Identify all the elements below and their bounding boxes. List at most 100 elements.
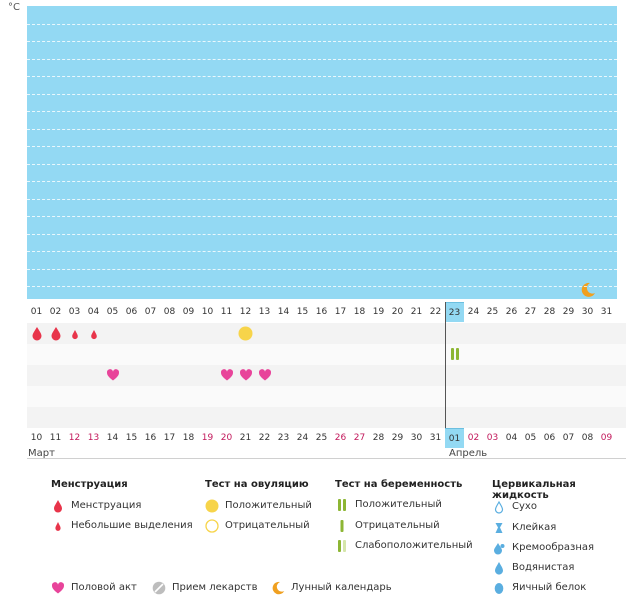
legend-fluid-sticky-label: Клейкая <box>512 522 557 533</box>
menstruation-track[interactable] <box>27 323 626 344</box>
calendar-date[interactable]: 12 <box>68 433 81 443</box>
calendar-date[interactable]: 28 <box>372 433 385 443</box>
cycle-day[interactable]: 05 <box>106 307 119 317</box>
pregnancy-positive-icon[interactable] <box>448 347 462 361</box>
cycle-day[interactable]: 12 <box>239 307 252 317</box>
cycle-day[interactable]: 31 <box>600 307 613 317</box>
legend-cervical-title: Цервикальная жидкость <box>492 479 576 501</box>
calendar-date[interactable]: 29 <box>391 433 404 443</box>
cycle-day[interactable]: 02 <box>49 307 62 317</box>
calendar-date[interactable]: 14 <box>106 433 119 443</box>
calendar-date[interactable]: 06 <box>543 433 556 443</box>
cycle-day[interactable]: 01 <box>30 307 43 317</box>
month-label-april: Апрель <box>449 448 488 459</box>
cycle-day[interactable]: 27 <box>524 307 537 317</box>
calendar-date-row: 10 11 12 13 14 15 16 17 18 19 20 21 22 23 24 25 26 27 28 29… <box>27 428 617 448</box>
legend-ovulation-positive-label: Положительный <box>225 500 312 511</box>
grid-line <box>27 163 617 165</box>
today-line <box>445 302 446 448</box>
cycle-day[interactable]: 19 <box>372 307 385 317</box>
light-bleeding-drop-icon[interactable] <box>87 326 101 341</box>
intercourse-heart-icon[interactable] <box>258 368 272 382</box>
cycle-day[interactable]: 29 <box>562 307 575 317</box>
cycle-day[interactable]: 10 <box>201 307 214 317</box>
calendar-date[interactable]: 09 <box>600 433 613 443</box>
calendar-date[interactable]: 11 <box>49 433 62 443</box>
calendar-date[interactable]: 21 <box>239 433 252 443</box>
cycle-day[interactable]: 18 <box>353 307 366 317</box>
calendar-date[interactable]: 30 <box>410 433 423 443</box>
pill-icon <box>152 581 166 595</box>
intercourse-track[interactable] <box>27 365 626 386</box>
current-date[interactable]: 01 <box>445 428 464 448</box>
cycle-day[interactable]: 06 <box>125 307 138 317</box>
cycle-day[interactable]: 26 <box>505 307 518 317</box>
intercourse-heart-icon[interactable] <box>106 368 120 382</box>
medication-track[interactable] <box>27 386 626 407</box>
cycle-day[interactable]: 30 <box>581 307 594 317</box>
calendar-date[interactable]: 22 <box>258 433 271 443</box>
calendar-date[interactable]: 17 <box>163 433 176 443</box>
grid-line <box>27 198 617 200</box>
legend-pregnancy-weak-label: Слабоположительный <box>355 540 473 551</box>
grid-line <box>27 146 617 147</box>
creamy-drop-icon <box>494 543 505 555</box>
cycle-day[interactable]: 20 <box>391 307 404 317</box>
egg-white-icon <box>494 583 504 594</box>
cycle-day[interactable]: 15 <box>296 307 309 317</box>
calendar-date[interactable]: 19 <box>201 433 214 443</box>
cycle-day[interactable]: 09 <box>182 307 195 317</box>
legend-intercourse-label: Половой акт <box>71 582 137 593</box>
calendar-date[interactable]: 10 <box>30 433 43 443</box>
calendar-date[interactable]: 04 <box>505 433 518 443</box>
cycle-day[interactable]: 21 <box>410 307 423 317</box>
legend-pregnancy-title: Тест на беременность <box>335 479 463 490</box>
calendar-date[interactable]: 24 <box>296 433 309 443</box>
menstruation-drop-icon[interactable] <box>49 326 63 341</box>
current-cycle-day[interactable]: 23 <box>445 302 464 322</box>
cycle-day[interactable]: 08 <box>163 307 176 317</box>
calendar-date[interactable]: 20 <box>220 433 233 443</box>
ovulation-positive-icon[interactable] <box>238 326 253 341</box>
cycle-day[interactable]: 13 <box>258 307 271 317</box>
calendar-date[interactable]: 25 <box>315 433 328 443</box>
cycle-day[interactable]: 03 <box>68 307 81 317</box>
calendar-date[interactable]: 16 <box>144 433 157 443</box>
cycle-day[interactable]: 17 <box>334 307 347 317</box>
calendar-date[interactable]: 13 <box>87 433 100 443</box>
menstruation-drop-icon[interactable] <box>30 326 44 341</box>
calendar-date[interactable]: 03 <box>486 433 499 443</box>
legend-medication-label: Прием лекарств <box>172 582 258 593</box>
cervical-fluid-track[interactable] <box>27 407 626 428</box>
grid-line <box>27 58 617 60</box>
calendar-date[interactable]: 07 <box>562 433 575 443</box>
calendar-date[interactable]: 08 <box>581 433 594 443</box>
pregnancy-test-track[interactable] <box>27 344 626 365</box>
cycle-day[interactable]: 22 <box>429 307 442 317</box>
calendar-date[interactable]: 05 <box>524 433 537 443</box>
calendar-date[interactable]: 15 <box>125 433 138 443</box>
cycle-day[interactable]: 04 <box>87 307 100 317</box>
intercourse-heart-icon[interactable] <box>239 368 253 382</box>
double-bar-icon <box>338 499 346 511</box>
calendar-date[interactable]: 27 <box>353 433 366 443</box>
calendar-date[interactable]: 02 <box>467 433 480 443</box>
temperature-chart[interactable] <box>27 6 617 299</box>
cycle-day[interactable]: 28 <box>543 307 556 317</box>
light-bleeding-drop-icon[interactable] <box>68 326 82 341</box>
cycle-day[interactable]: 16 <box>315 307 328 317</box>
calendar-date[interactable]: 18 <box>182 433 195 443</box>
cycle-day[interactable]: 14 <box>277 307 290 317</box>
legend-fluid-eggwhite-label: Яичный белок <box>512 582 587 593</box>
cycle-day[interactable]: 25 <box>486 307 499 317</box>
cycle-day[interactable]: 11 <box>220 307 233 317</box>
small-drop-icon <box>55 522 61 531</box>
calendar-date[interactable]: 31 <box>429 433 442 443</box>
cycle-day[interactable]: 24 <box>467 307 480 317</box>
grid-line <box>27 216 617 217</box>
cycle-day[interactable]: 07 <box>144 307 157 317</box>
calendar-date[interactable]: 26 <box>334 433 347 443</box>
calendar-date[interactable]: 23 <box>277 433 290 443</box>
grid-line <box>27 111 617 112</box>
intercourse-heart-icon[interactable] <box>220 368 234 382</box>
